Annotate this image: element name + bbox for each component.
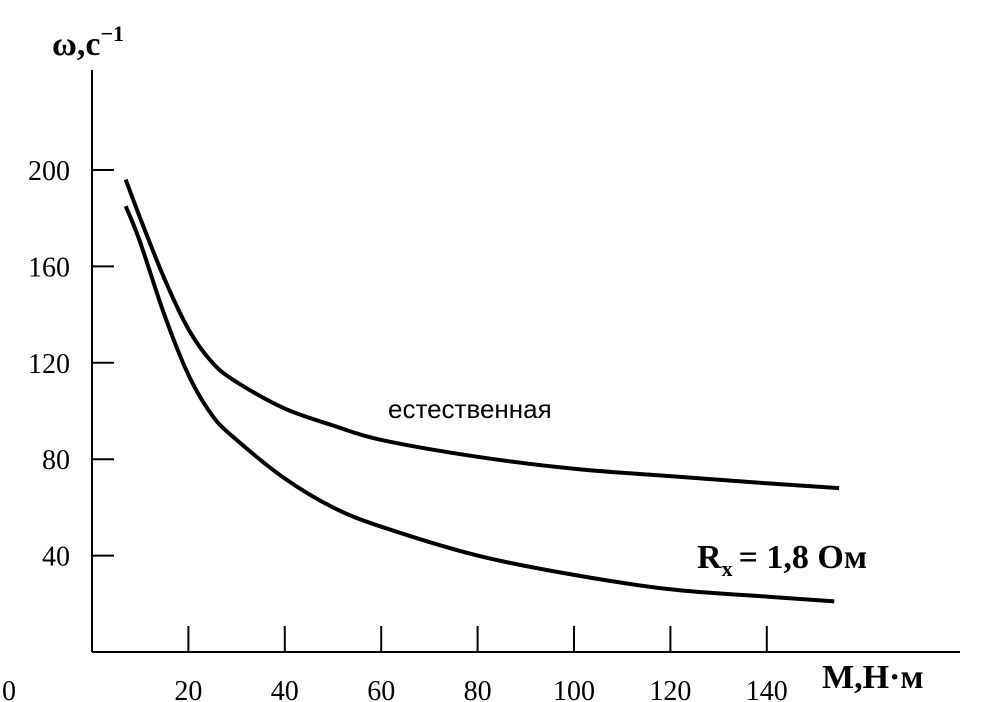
y-tick-label-80: 80 [42,445,70,476]
origin-label: 0 [2,676,16,702]
y-tick-label-160: 160 [28,252,70,283]
x-tick-label-80: 80 [464,676,492,702]
x-axis-label: M,H·м [822,659,924,696]
x-tick-label-100: 100 [553,676,595,702]
series-label-natural: естественная [388,394,552,424]
series-line-rx [123,205,835,604]
series-line-natural [123,178,840,491]
series [123,178,840,604]
x-tick-label-60: 60 [367,676,395,702]
y-tick-label-200: 200 [28,156,70,187]
ticks: 20 40 60 80 100 120 140 40 80 120 160 200 [28,156,788,702]
x-tick-label-140: 140 [746,676,788,702]
x-tick-label-20: 20 [174,676,202,702]
y-tick-label-40: 40 [42,542,70,573]
series-label-rx: Rx = 1,8 Ом [697,539,867,581]
x-tick-label-120: 120 [649,676,691,702]
y-axis-label: ω,c−1 [52,21,124,63]
x-tick-label-40: 40 [271,676,299,702]
y-tick-label-120: 120 [28,349,70,380]
